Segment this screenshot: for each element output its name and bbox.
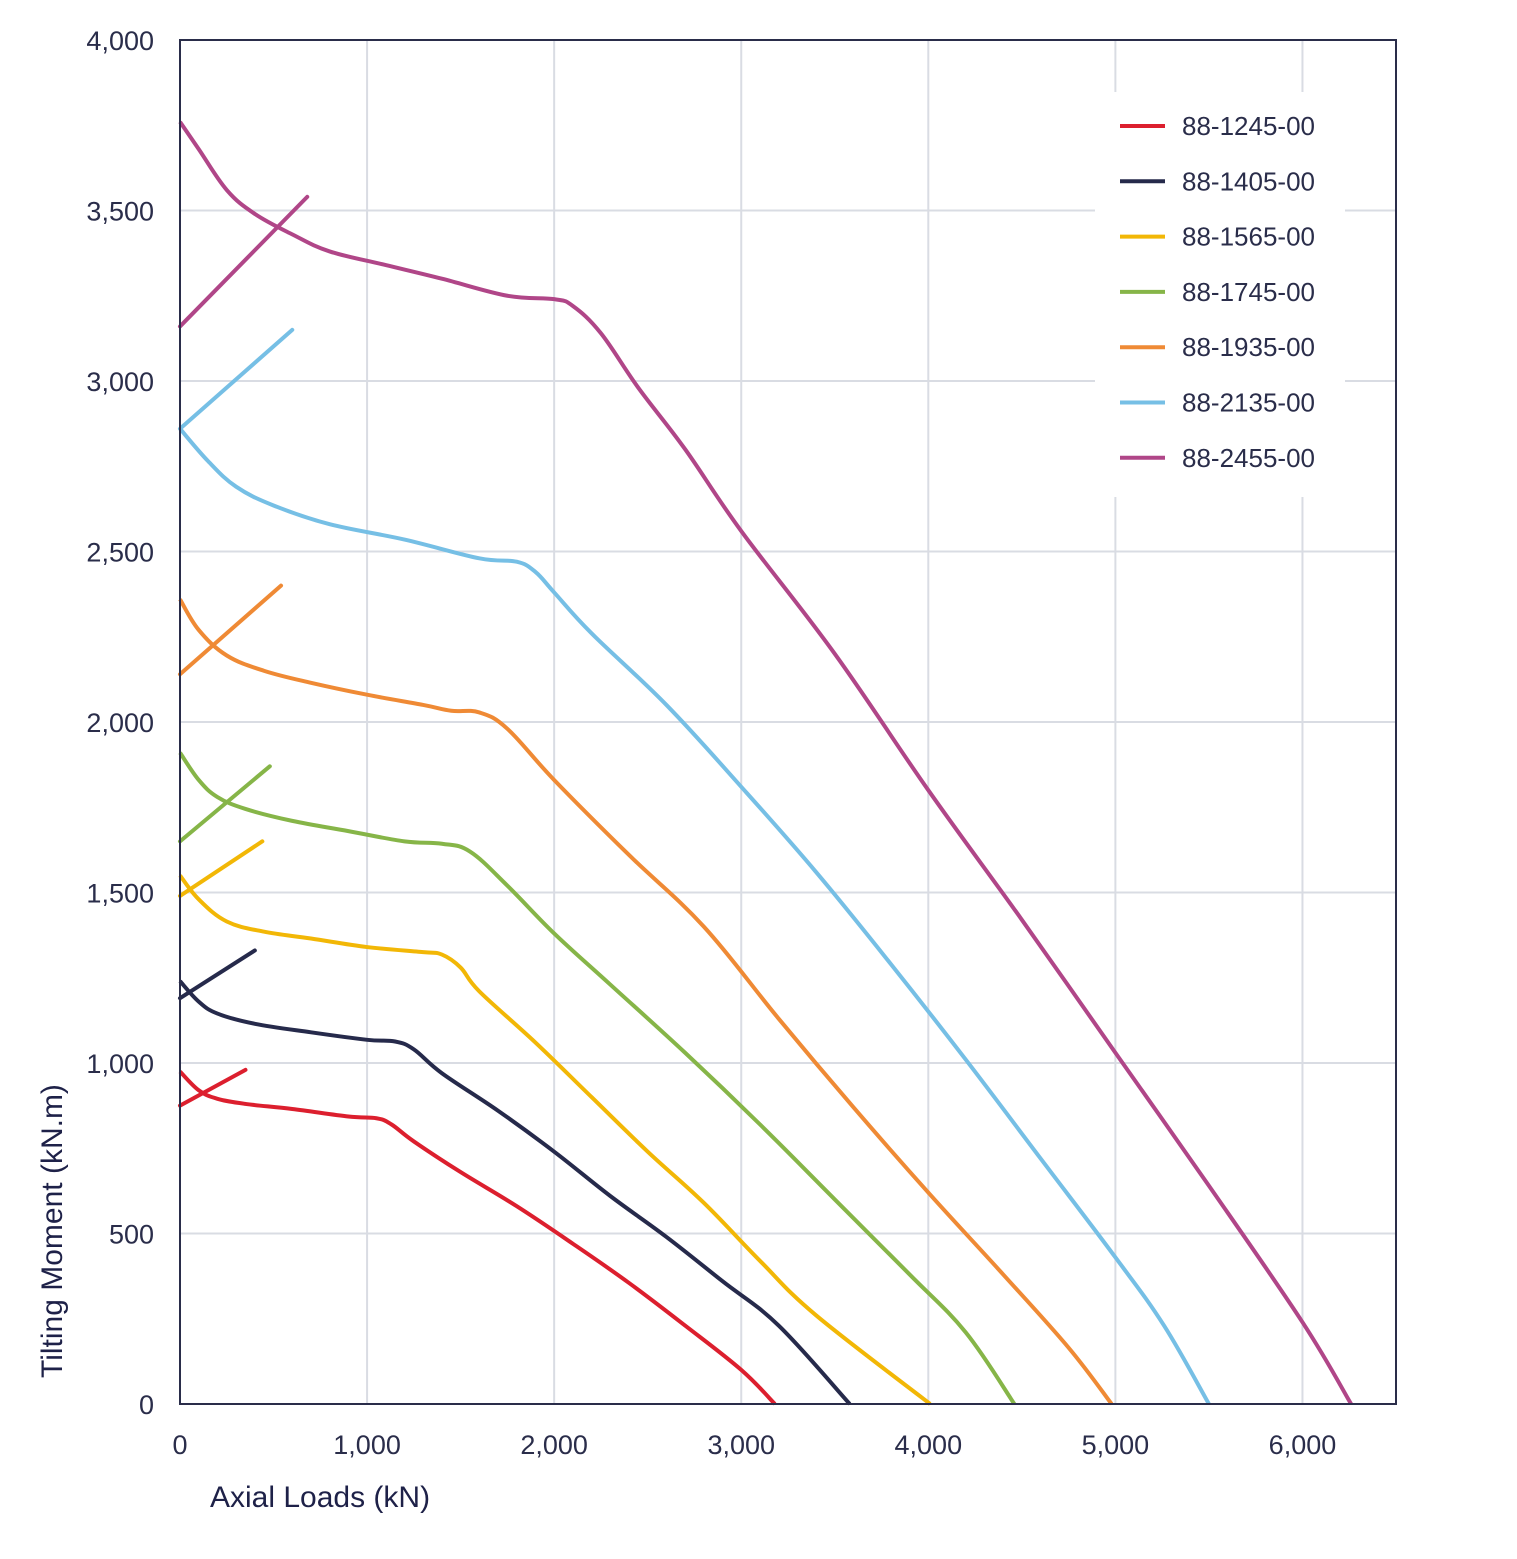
series-line-88-1405-00: [178, 979, 852, 1406]
series-branch-88-2455-00: [178, 194, 310, 329]
y-tick-label: 1,500: [86, 879, 154, 909]
y-tick-label: 0: [139, 1390, 154, 1420]
y-tick-label: 1,000: [86, 1049, 154, 1079]
legend-label: 88-1745-00: [1182, 277, 1315, 307]
x-tick-label: 2,000: [520, 1430, 588, 1460]
y-tick-label: 2,000: [86, 708, 154, 738]
x-tick-label: 1,000: [333, 1430, 401, 1460]
y-axis-ticks: 0 500 1,000 1,500 2,000 2,500 3,000 3,500 4,000: [86, 26, 154, 1420]
legend-label: 88-1245-00: [1182, 111, 1315, 141]
series-line-88-1245-00: [178, 1070, 777, 1406]
y-tick-label: 4,000: [86, 26, 154, 56]
series-branch-88-2135-00: [178, 327, 295, 431]
series-branch-88-1245-00: [178, 1067, 248, 1108]
x-tick-label: 0: [172, 1430, 187, 1460]
series-line-88-1935-00: [178, 598, 1114, 1406]
x-tick-label: 5,000: [1082, 1430, 1150, 1460]
series-line-88-1745-00: [178, 751, 1017, 1406]
y-tick-label: 3,500: [86, 197, 154, 227]
series-branch-88-1565-00: [178, 839, 265, 898]
legend-label: 88-1405-00: [1182, 166, 1315, 196]
x-tick-label: 4,000: [895, 1430, 963, 1460]
series-line-88-2455-00: [178, 120, 1353, 1406]
plot-area-border: [179, 39, 1397, 1405]
legend-background: [1095, 92, 1345, 497]
legend-label: 88-2135-00: [1182, 388, 1315, 418]
series-lines: [178, 120, 1353, 1406]
series-branch-88-1405-00: [178, 948, 257, 1001]
series-line-88-2135-00: [178, 427, 1211, 1405]
series-line-88-1565-00: [178, 874, 932, 1406]
x-tick-label: 6,000: [1269, 1430, 1337, 1460]
legend-label: 88-1935-00: [1182, 332, 1315, 362]
series-branch-88-1935-00: [178, 583, 284, 677]
legend-label: 88-2455-00: [1182, 443, 1315, 473]
y-tick-label: 2,500: [86, 538, 154, 568]
legend: 88-1245-00 88-1405-00 88-1565-00 88-1745-00…: [1095, 92, 1345, 497]
x-axis-title: Axial Loads (kN): [210, 1481, 430, 1514]
x-axis-ticks: 0 1,000 2,000 3,000 4,000 5,000 6,000: [172, 1430, 1336, 1460]
series-branch-88-1745-00: [178, 764, 272, 844]
legend-label: 88-1565-00: [1182, 222, 1315, 252]
y-tick-label: 500: [109, 1220, 154, 1250]
x-tick-label: 3,000: [707, 1430, 775, 1460]
y-tick-label: 3,000: [86, 367, 154, 397]
y-axis-title: Tilting Moment (kN.m): [36, 1084, 69, 1378]
